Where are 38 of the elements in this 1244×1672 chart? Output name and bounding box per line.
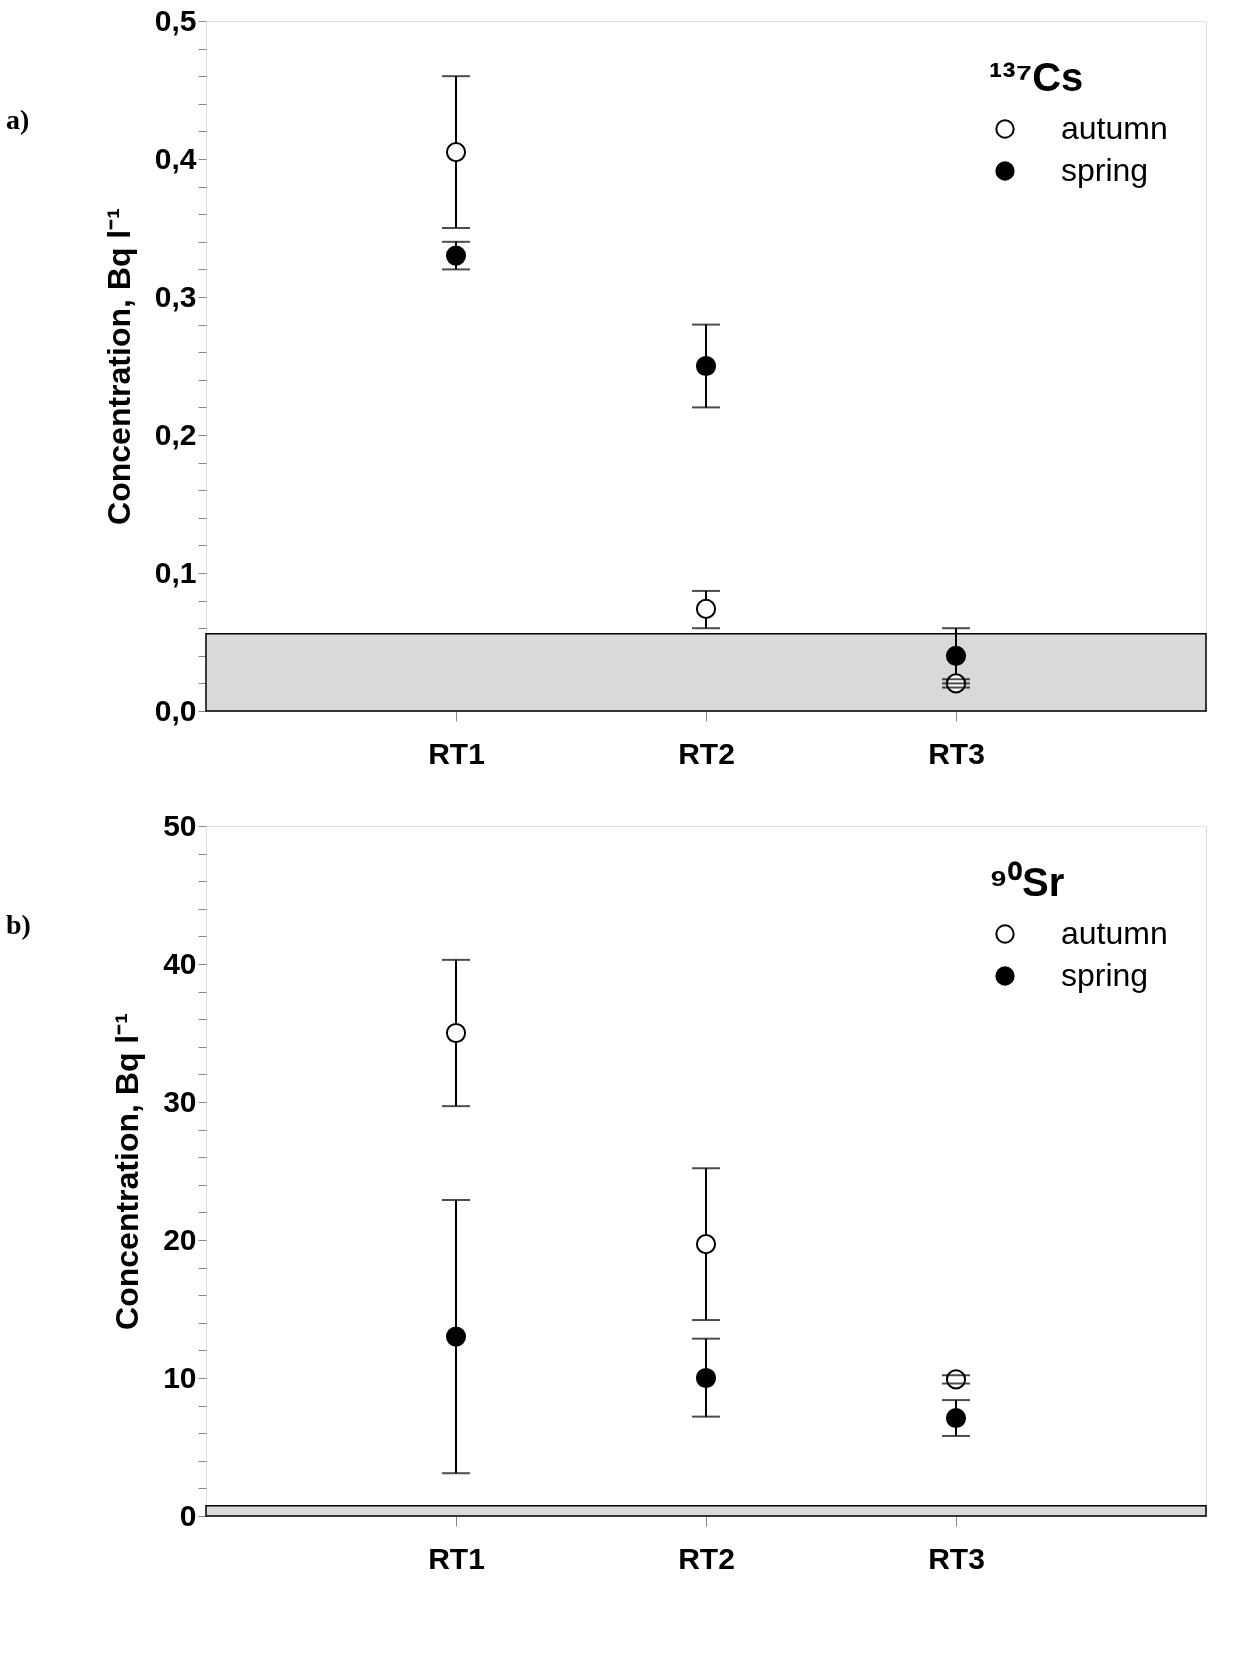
text: b) (6, 909, 31, 940)
legend-label: autumn (1061, 110, 1168, 146)
y-tick-label: 50 (163, 808, 197, 842)
legend-title: ¹³⁷Cs (989, 55, 1084, 99)
legend-title: ⁹⁰Sr (989, 860, 1065, 904)
point (695, 1234, 717, 1255)
x-tick-label: RT2 (678, 736, 735, 770)
x-tick-label: RT1 (428, 1541, 485, 1575)
y-tick-label: 0,2 (154, 417, 197, 451)
y-tick-label: 0,5 (154, 3, 197, 37)
y-tick-label: 0 (179, 1498, 197, 1532)
legend-label: spring (1061, 957, 1149, 993)
point (945, 1407, 967, 1429)
y-axis-title: Concentration, Bq l⁻¹ (109, 1013, 146, 1330)
legend-label: spring (1061, 152, 1149, 188)
x-tick-label: RT3 (928, 1541, 985, 1575)
y-axis-title: Concentration, Bq l⁻¹ (100, 208, 137, 525)
y-tick-label: 20 (163, 1222, 197, 1256)
x-tick-label: RT1 (428, 736, 485, 770)
y-tick-label: 0,1 (154, 555, 197, 589)
point (445, 1022, 467, 1044)
point (945, 645, 967, 666)
point (445, 245, 467, 266)
point (695, 355, 717, 377)
y-tick-label: 10 (163, 1360, 197, 1394)
y-tick-label: 30 (163, 1084, 197, 1118)
point (695, 598, 717, 619)
y-tick-label: 0,0 (154, 693, 197, 727)
point (695, 1367, 717, 1389)
x-tick-label: RT2 (678, 1541, 735, 1575)
y-tick-label: 40 (163, 946, 197, 980)
point (445, 1326, 467, 1347)
y-tick-label: 0,3 (154, 279, 197, 313)
legend-label: autumn (1061, 915, 1168, 951)
text: a) (6, 104, 30, 135)
y-tick-label: 0,4 (154, 141, 197, 175)
point (445, 142, 467, 163)
x-tick-label: RT3 (928, 736, 985, 770)
